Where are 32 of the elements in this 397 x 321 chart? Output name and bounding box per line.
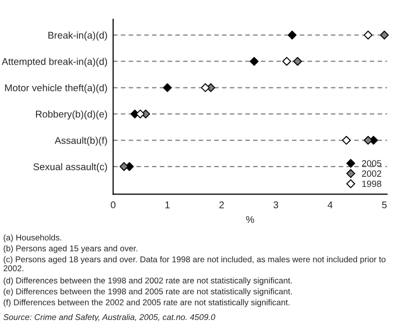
point: [293, 56, 302, 66]
x-tick-label: 3: [274, 201, 278, 208]
text: (b) Persons aged 15 years and over.: [4, 245, 138, 254]
point: [380, 30, 389, 40]
x-axis-title: %: [246, 216, 254, 223]
point: [120, 162, 128, 171]
point: [342, 136, 351, 145]
x-tick-label: 5: [382, 202, 387, 208]
point: [200, 83, 210, 92]
text: (a) Households.: [4, 234, 62, 242]
legend-label: 2005: [362, 160, 382, 167]
point: [250, 56, 259, 66]
y-tick-label: Attempted break-in(a)(d): [2, 58, 107, 67]
point: [162, 83, 172, 92]
y-tick-label: Sexual assault(c): [33, 163, 107, 172]
text: (e) Differences between the 1998 and 2005 rate are not statistically significant.: [4, 288, 292, 296]
x-tick-label: 2: [219, 201, 224, 208]
text: (f) Differences between the 2002 and 2005 rate are not statistically significant.: [4, 299, 290, 307]
point: [282, 56, 292, 66]
y-tick-label: Robbery(b)(d)(e): [36, 110, 107, 120]
y-tick-label: Assault(b)(f): [54, 136, 107, 146]
legend-label: 2002: [362, 170, 382, 177]
x-tick-label: 0: [110, 201, 116, 208]
x-tick-label: 1: [165, 202, 170, 208]
text: (d) Differences between the 1998 and 2002 rate are not statistically significant.: [4, 277, 292, 286]
point: [288, 30, 297, 40]
y-tick-label: Break-in(a)(d): [48, 32, 107, 41]
text: (c) Persons aged 18 years and over. Data for 1998 are not included, as males were not included prior to 2002.: [4, 256, 386, 272]
point: [364, 30, 373, 40]
y-tick-label: Motor vehicle theft(a)(d): [5, 84, 107, 94]
legend-label: 1998: [362, 180, 382, 188]
x-tick-label: 4: [328, 202, 333, 208]
